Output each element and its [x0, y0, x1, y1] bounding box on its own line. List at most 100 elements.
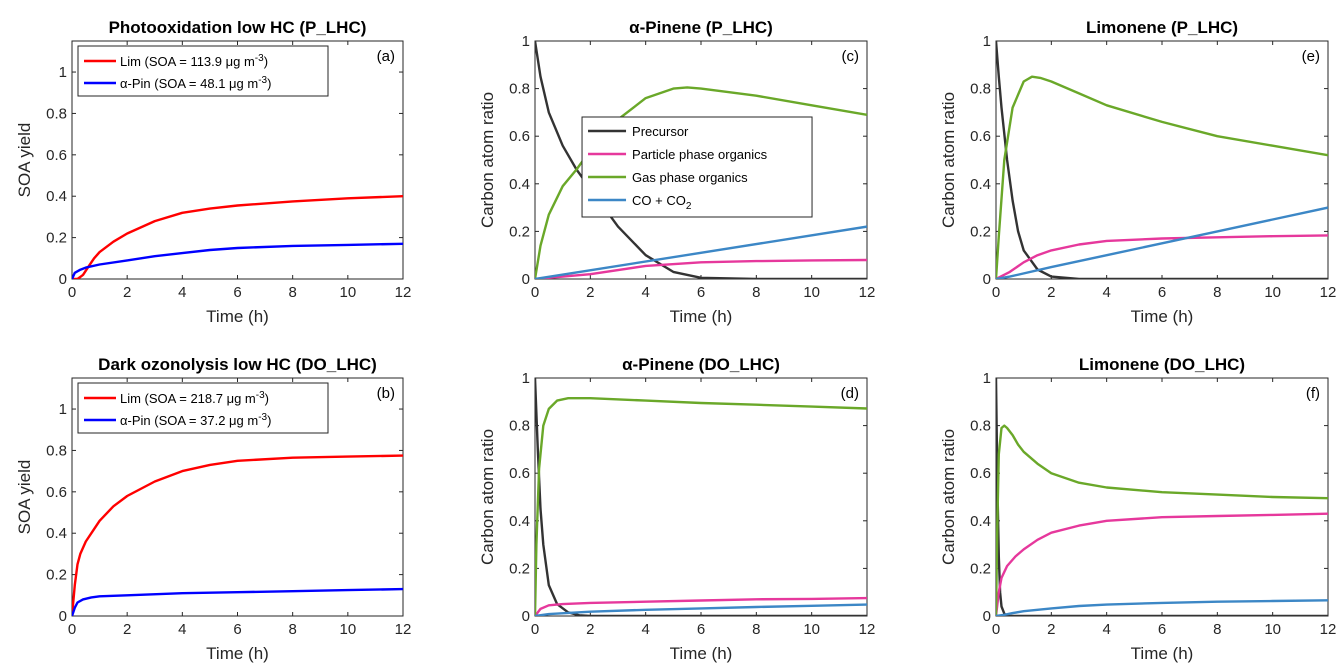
chart-panel-d: α-Pinene (DO_LHC) 0 2 4 6 8 10 12 0 0.2 0.4 0.6 0.8 1… [478, 355, 875, 663]
y-tick-label: 1 [522, 33, 530, 50]
series-line-particle [996, 512, 1328, 616]
series-line-lim [72, 454, 403, 616]
y-tick-label: 0 [59, 608, 67, 625]
y-axis-label: Carbon atom ratio [478, 92, 497, 228]
series-line-co [996, 206, 1328, 279]
x-tick-label: 8 [1213, 284, 1221, 301]
series-line-gas [996, 75, 1328, 279]
x-tick-label: 6 [1158, 284, 1166, 301]
series-line--pin [72, 242, 403, 279]
legend-box [77, 382, 329, 434]
panel-label: (b) [377, 385, 395, 402]
chart-panel-c: α-Pinene (P_LHC) 0 2 4 6 8 10 12 0 0.2 0.4 0.6 0.8 1 T… [478, 18, 875, 326]
series-line-gas [535, 86, 867, 279]
y-axis-label: Carbon atom ratio [478, 429, 497, 565]
series-line-co [535, 603, 867, 616]
y-tick-label: 0 [522, 608, 530, 625]
x-tick-label: 0 [531, 621, 539, 638]
x-tick-label: 6 [697, 621, 705, 638]
legend-entry: Lim (SOA = 218.7 μg m-3) [120, 390, 269, 406]
x-tick-label: 0 [68, 284, 76, 301]
y-tick-label: 0.6 [509, 128, 530, 145]
y-tick-label: 0.8 [970, 418, 991, 435]
axes-box [534, 377, 868, 617]
panel-label: (a) [377, 48, 395, 65]
legend-entry: Precursor [632, 124, 689, 139]
x-tick-label: 10 [339, 284, 356, 301]
chart-panel-e: Limonene (P_LHC) 0 2 4 6 8 10 12 0 0.2 0.4 0.6 0.8 1 T… [939, 18, 1336, 326]
x-tick-label: 6 [233, 284, 241, 301]
y-tick-label: 1 [59, 64, 67, 81]
legend-entry: Particle phase organics [632, 147, 768, 162]
chart-title: α-Pinene (P_LHC) [629, 18, 773, 37]
x-tick-label: 0 [992, 621, 1000, 638]
y-tick-label: 0 [983, 271, 991, 288]
x-axis-label: Time (h) [670, 644, 733, 663]
legend-entry: α-Pin (SOA = 37.2 μg m-3) [120, 412, 271, 428]
chart-title: Dark ozonolysis low HC (DO_LHC) [98, 355, 377, 374]
series-line-particle [535, 596, 867, 616]
legend-entry: CO + CO2 [632, 193, 692, 212]
legend-entry: Gas phase organics [632, 170, 748, 185]
x-tick-label: 2 [586, 621, 594, 638]
legend-entry: Lim (SOA = 113.9 μg m-3) [120, 53, 268, 69]
y-tick-label: 0.2 [970, 560, 991, 577]
y-tick-label: 0.6 [46, 147, 67, 164]
y-tick-label: 1 [983, 370, 991, 387]
x-tick-label: 8 [752, 621, 760, 638]
x-tick-label: 10 [803, 284, 820, 301]
y-tick-label: 1 [983, 33, 991, 50]
x-tick-label: 10 [339, 621, 356, 638]
x-tick-label: 2 [123, 621, 131, 638]
x-tick-label: 12 [395, 621, 412, 638]
x-tick-label: 4 [178, 621, 186, 638]
series-line-gas [535, 397, 867, 616]
x-tick-label: 4 [641, 621, 649, 638]
x-tick-label: 4 [1102, 284, 1110, 301]
y-tick-label: 0.2 [46, 567, 67, 584]
y-tick-label: 0.6 [509, 465, 530, 482]
y-tick-label: 0.8 [509, 81, 530, 98]
y-tick-label: 0 [522, 271, 530, 288]
x-tick-label: 8 [752, 284, 760, 301]
legend-entry: α-Pin (SOA = 48.1 μg m-3) [120, 75, 271, 91]
y-tick-label: 0.8 [46, 442, 67, 459]
series-line-precursor [996, 41, 1328, 279]
y-tick-label: 0.8 [46, 105, 67, 122]
y-tick-label: 0.6 [970, 128, 991, 145]
y-tick-label: 0.4 [46, 525, 67, 542]
y-tick-label: 0.2 [46, 230, 67, 247]
y-tick-label: 0.4 [509, 176, 530, 193]
x-tick-label: 0 [68, 621, 76, 638]
series-line-particle [996, 234, 1328, 279]
y-tick-label: 0.4 [970, 176, 991, 193]
y-tick-label: 1 [59, 401, 67, 418]
panel-label: (e) [1302, 48, 1320, 65]
y-axis-label: SOA yield [15, 460, 34, 535]
y-tick-label: 0.6 [970, 465, 991, 482]
y-tick-label: 0 [983, 608, 991, 625]
panel-label: (c) [842, 48, 860, 65]
x-axis-label: Time (h) [1131, 307, 1194, 326]
x-axis-label: Time (h) [1131, 644, 1194, 663]
x-tick-label: 8 [1213, 621, 1221, 638]
x-tick-label: 2 [123, 284, 131, 301]
y-axis-label: Carbon atom ratio [939, 429, 958, 565]
x-tick-label: 10 [1264, 621, 1281, 638]
x-tick-label: 8 [288, 621, 296, 638]
chart-title: Limonene (P_LHC) [1086, 18, 1238, 37]
x-tick-label: 6 [1158, 621, 1166, 638]
chart-title: Photooxidation low HC (P_LHC) [109, 18, 367, 37]
x-tick-label: 6 [697, 284, 705, 301]
series-line-gas [996, 424, 1328, 616]
chart-title: Limonene (DO_LHC) [1079, 355, 1245, 374]
y-tick-label: 0.4 [509, 513, 530, 530]
series-line-co [996, 599, 1328, 616]
x-tick-label: 4 [641, 284, 649, 301]
y-tick-label: 0.2 [970, 223, 991, 240]
x-tick-label: 6 [233, 621, 241, 638]
y-tick-label: 0.6 [46, 484, 67, 501]
series-line-lim [72, 195, 403, 279]
x-tick-label: 0 [992, 284, 1000, 301]
